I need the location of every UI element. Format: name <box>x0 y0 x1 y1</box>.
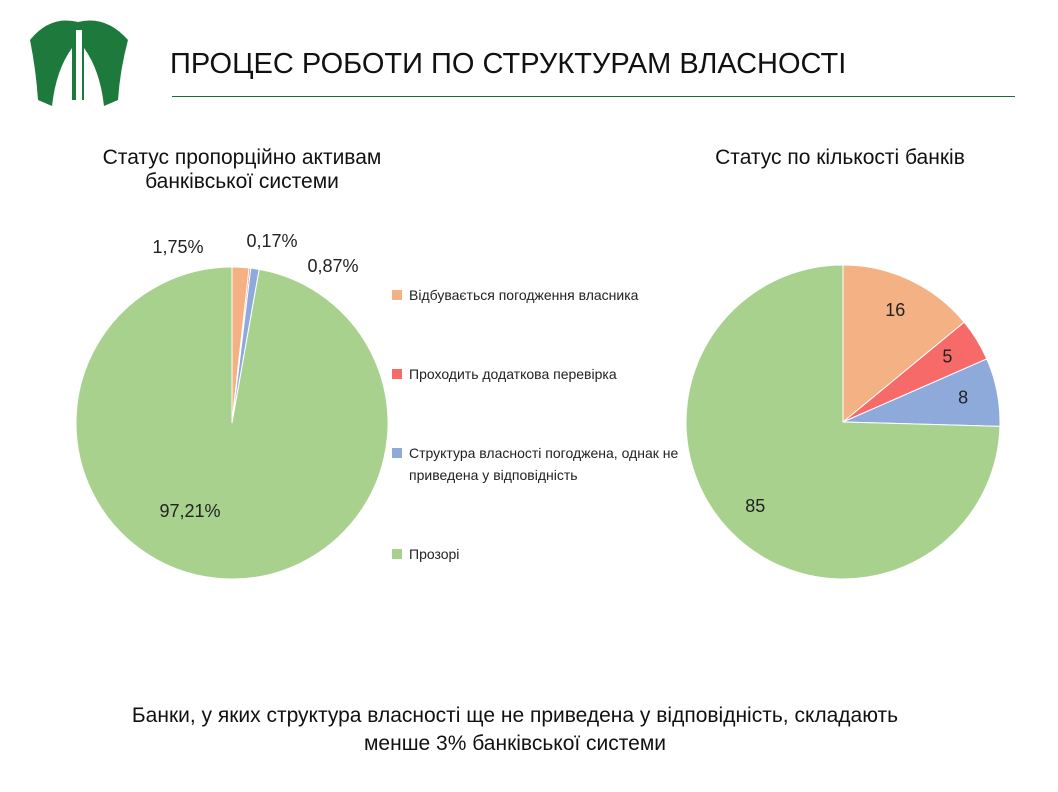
data-label: 8 <box>958 387 968 407</box>
footer-note: Банки, у яких структура власності ще не … <box>131 704 899 755</box>
legend-label: Структура власності погоджена, однак не … <box>409 445 679 483</box>
legend-item: Структура власності погоджена, однак не … <box>392 442 692 486</box>
legend-item: Проходить додаткова перевірка <box>392 363 692 385</box>
legend-swatch <box>392 369 402 379</box>
chart-title: Статус по кількості банків <box>715 146 965 169</box>
logo <box>30 20 128 106</box>
legend-swatch <box>392 290 402 300</box>
slide-title: ПРОЦЕС РОБОТИ ПО СТРУКТУРАМ ВЛАСНОСТІ <box>170 48 847 80</box>
data-label: 97,21% <box>159 501 220 521</box>
legend-item: Відбувається погодження власника <box>392 284 692 306</box>
legend-label: Проходить додаткова перевірка <box>409 366 617 382</box>
chart-title: Статус пропорційно активам банківської с… <box>102 146 382 193</box>
legend-item: Прозорі <box>392 543 692 565</box>
legend: Відбувається погодження власника Проходит… <box>392 284 692 622</box>
legend-swatch <box>392 549 402 559</box>
legend-swatch <box>392 448 402 458</box>
legend-label: Прозорі <box>409 546 460 562</box>
legend-label: Відбувається погодження власника <box>409 287 639 303</box>
data-label: 0,17% <box>246 231 297 251</box>
data-label: 1,75% <box>152 237 203 257</box>
data-label: 5 <box>942 347 952 367</box>
data-label: 85 <box>745 496 765 516</box>
pie-slice <box>75 266 389 580</box>
pie-slice <box>842 264 965 424</box>
title-rule <box>172 96 1015 97</box>
data-label: 16 <box>885 300 905 320</box>
pie-slice <box>685 264 1001 580</box>
data-label: 0,87% <box>307 256 358 276</box>
